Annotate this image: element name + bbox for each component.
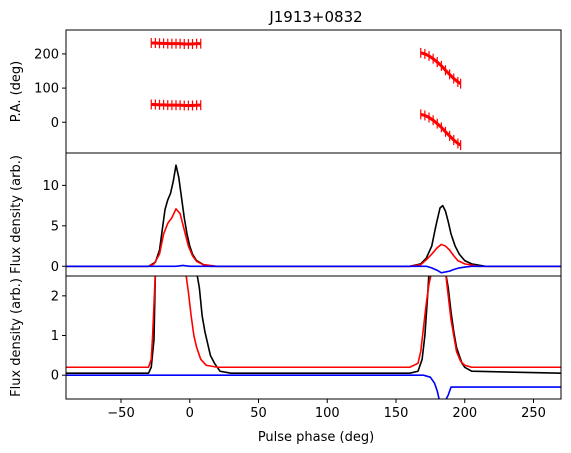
- y-tick-label: 1: [51, 329, 59, 344]
- panel-profile: 0 5 10 Flux density (arb.): [9, 152, 562, 277]
- series-zoom-1: [66, 276, 561, 369]
- y-tick-label: 10: [42, 179, 59, 194]
- x-tick-label: 100: [315, 406, 340, 421]
- y-tick-label: 0: [51, 116, 59, 131]
- y-tick-label: 2: [51, 289, 59, 304]
- y-tick-label: 100: [34, 82, 59, 97]
- panel-frame: [65, 275, 562, 400]
- series-pa-0: [150, 37, 202, 50]
- x-tick-label: 0: [186, 406, 194, 421]
- plot-area-pa: [150, 37, 462, 151]
- x-tick-label: 200: [452, 406, 477, 421]
- series-pa-3: [420, 109, 462, 151]
- y-tick-label: 200: [34, 47, 59, 62]
- series-line: [420, 51, 462, 85]
- x-tick-label: 150: [384, 406, 409, 421]
- series-zoom-0: [66, 276, 561, 375]
- y-tick-label: 5: [51, 219, 59, 234]
- panel-frame: [65, 29, 562, 154]
- y-axis-label: Flux density (arb.): [9, 278, 24, 397]
- panel-frame: [65, 152, 562, 277]
- series-pa-2: [420, 47, 462, 89]
- y-tick-label: 0: [51, 260, 59, 275]
- y-tick-label: 0: [51, 369, 59, 384]
- x-axis-label: Pulse phase (deg): [258, 430, 374, 445]
- plot-area-zoom: [66, 276, 561, 399]
- plot-area-profile: [66, 164, 561, 274]
- y-axis-label: Flux density (arb.): [9, 155, 24, 274]
- y-axis-label: P.A. (deg): [9, 61, 24, 123]
- x-tick-label: 50: [250, 406, 267, 421]
- panel-pa: 0 100 200 P.A. (deg): [9, 29, 562, 154]
- series-line: [420, 112, 462, 147]
- series-profile-2: [66, 264, 561, 274]
- series-pa-1: [150, 99, 202, 111]
- series-zoom-2: [66, 374, 561, 399]
- series-profile-0: [66, 164, 561, 268]
- x-tick-label: −50: [107, 406, 134, 421]
- panel-zoom: 0 1 2 Flux density (arb.) −50 0 50 100 150 200 250: [9, 275, 562, 421]
- x-tick-label: 250: [521, 406, 546, 421]
- chart-title: J1913+0832: [268, 8, 362, 26]
- series-profile-1: [66, 208, 561, 268]
